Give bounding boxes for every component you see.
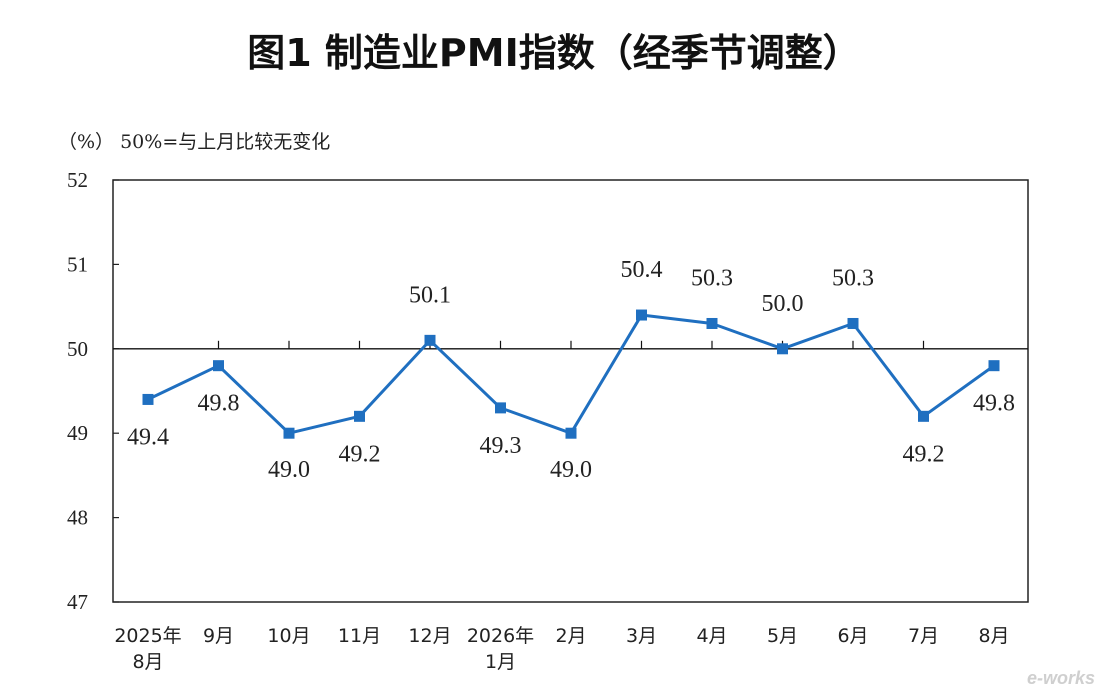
data-label: 50.0 bbox=[762, 291, 804, 317]
x-tick-label: 11月 bbox=[338, 625, 381, 647]
data-label: 49.8 bbox=[973, 391, 1015, 417]
y-tick-label: 47 bbox=[67, 590, 88, 614]
data-labels: 49.4 49.8 49.0 49.2 50.1 49.3 49.0 50.4 50.3 50.0… bbox=[127, 257, 1015, 483]
data-point bbox=[424, 334, 436, 346]
x-tick-label: 2月 bbox=[555, 625, 586, 647]
data-label: 50.3 bbox=[832, 265, 874, 291]
data-label: 49.4 bbox=[127, 424, 169, 450]
data-point bbox=[847, 317, 859, 329]
data-point bbox=[918, 410, 929, 422]
x-axis: 2025年 8月 9月 10月 11月 12月 2026年 1月 2月 3月 4月 5月 6月 7月 8月 bbox=[114, 340, 1010, 673]
data-point bbox=[354, 410, 365, 422]
data-label: 49.8 bbox=[198, 391, 240, 417]
data-label: 49.3 bbox=[480, 433, 522, 459]
x-tick-label: 8月 bbox=[978, 625, 1009, 647]
x-tick-label: 5月 bbox=[767, 625, 798, 647]
data-point bbox=[565, 427, 577, 439]
data-point bbox=[142, 393, 154, 405]
series-line bbox=[147, 313, 995, 435]
y-tick-label: 51 bbox=[67, 252, 88, 276]
y-tick-label: 50 bbox=[67, 337, 88, 361]
x-tick-label: 10月 bbox=[267, 625, 310, 647]
data-point bbox=[988, 360, 1000, 372]
x-tick-label: 2025年 bbox=[114, 625, 181, 647]
data-label: 50.3 bbox=[691, 265, 733, 291]
x-tick-label: 9月 bbox=[203, 625, 234, 647]
data-label: 49.0 bbox=[550, 457, 592, 483]
unit-note: （%） 50%=与上月比较无变化 bbox=[58, 131, 330, 153]
y-axis: 47 48 49 50 51 52 bbox=[67, 168, 119, 614]
data-label: 49.0 bbox=[268, 457, 310, 483]
x-tick-label: 12月 bbox=[408, 625, 451, 647]
x-tick-label: 8月 bbox=[132, 651, 163, 673]
data-point bbox=[636, 309, 647, 321]
data-label: 50.4 bbox=[621, 257, 663, 283]
plot-frame bbox=[112, 179, 1029, 603]
watermark-logo: e-works bbox=[1027, 668, 1095, 688]
x-tick-label: 6月 bbox=[837, 625, 868, 647]
x-tick-label: 2026年 bbox=[467, 625, 534, 647]
chart-title: 图1 制造业PMI指数（经季节调整） bbox=[247, 31, 860, 75]
x-tick-label: 4月 bbox=[696, 625, 727, 647]
y-tick-label: 48 bbox=[67, 506, 88, 530]
data-label: 50.1 bbox=[409, 282, 451, 308]
data-point bbox=[213, 360, 224, 372]
data-point bbox=[777, 343, 788, 355]
series-pmi bbox=[142, 309, 1000, 439]
data-point bbox=[283, 427, 295, 439]
y-tick-label: 52 bbox=[67, 168, 88, 192]
data-point bbox=[706, 317, 718, 329]
x-tick-label: 1月 bbox=[485, 651, 516, 673]
x-tick-label: 3月 bbox=[626, 625, 657, 647]
data-label: 49.2 bbox=[339, 441, 381, 467]
data-label: 49.2 bbox=[903, 441, 945, 467]
x-tick-label: 7月 bbox=[908, 625, 939, 647]
y-tick-label: 49 bbox=[67, 421, 88, 445]
data-point bbox=[495, 402, 506, 414]
